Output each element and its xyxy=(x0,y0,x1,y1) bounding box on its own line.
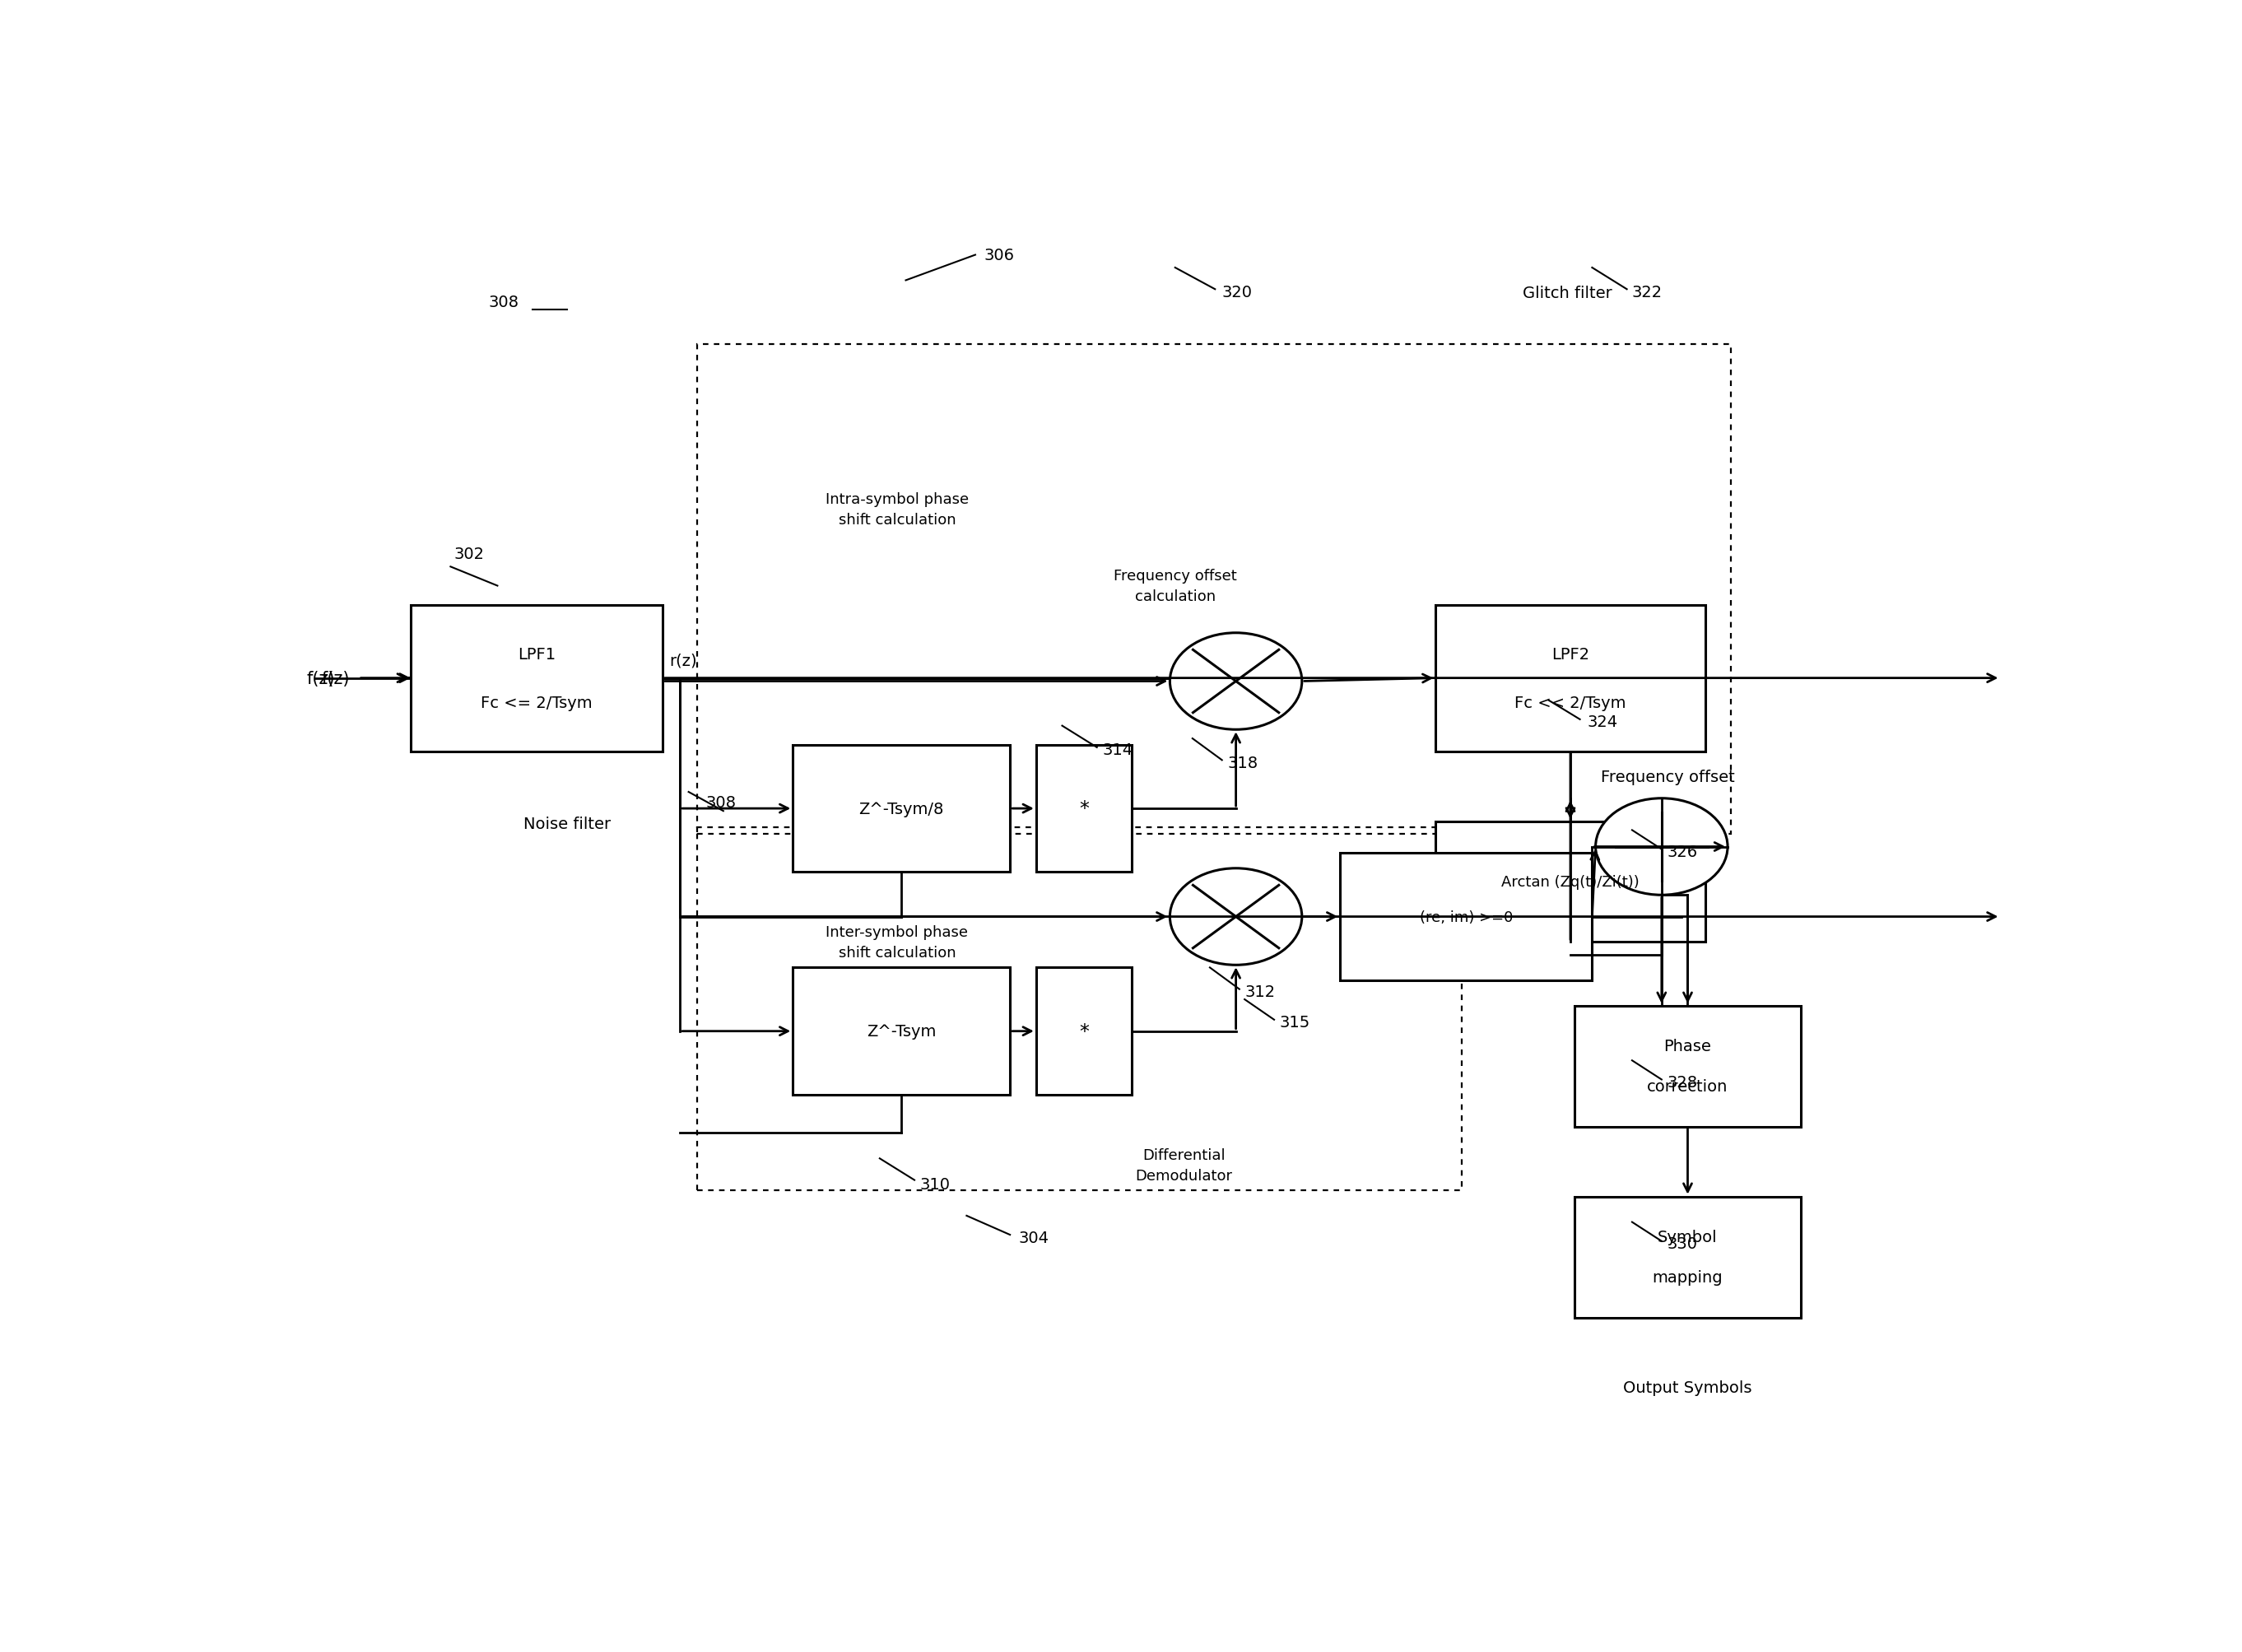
Bar xyxy=(1036,968,1132,1095)
Text: Symbol: Symbol xyxy=(1657,1229,1717,1246)
Text: 310: 310 xyxy=(919,1176,951,1191)
Text: Output Symbols: Output Symbols xyxy=(1623,1379,1751,1396)
Text: Arctan (Zq(t)/Zi(t)): Arctan (Zq(t)/Zi(t)) xyxy=(1502,874,1639,889)
Text: Z^-Tsym: Z^-Tsym xyxy=(868,1024,937,1039)
Text: 320: 320 xyxy=(1222,284,1253,301)
Text: 318: 318 xyxy=(1226,755,1258,771)
Text: 308: 308 xyxy=(706,795,735,809)
Text: 302: 302 xyxy=(453,547,484,562)
Text: Frequency offset: Frequency offset xyxy=(1601,770,1735,785)
Text: *: * xyxy=(1078,800,1090,819)
Bar xyxy=(1341,854,1592,981)
Text: Phase: Phase xyxy=(1664,1039,1711,1054)
Text: LPF2: LPF2 xyxy=(1551,646,1590,662)
Text: f(z): f(z) xyxy=(321,671,350,687)
Bar xyxy=(1574,1196,1800,1318)
Circle shape xyxy=(1170,633,1303,730)
Circle shape xyxy=(1596,798,1729,895)
Text: 308: 308 xyxy=(489,294,520,311)
Text: 322: 322 xyxy=(1632,284,1664,301)
Text: 324: 324 xyxy=(1587,715,1616,730)
Bar xyxy=(794,968,1009,1095)
Bar xyxy=(697,828,1462,1191)
Text: LPF1: LPF1 xyxy=(518,646,556,662)
Text: Fc <= 2/Tsym: Fc <= 2/Tsym xyxy=(480,695,592,710)
Text: Differential
Demodulator: Differential Demodulator xyxy=(1134,1146,1233,1183)
Text: 315: 315 xyxy=(1280,1014,1309,1031)
Text: (re, im) >=0: (re, im) >=0 xyxy=(1419,910,1513,925)
Text: *: * xyxy=(1078,1021,1090,1041)
Text: f(z): f(z) xyxy=(307,671,334,687)
Text: Intra-symbol phase
shift calculation: Intra-symbol phase shift calculation xyxy=(825,492,969,527)
Text: 314: 314 xyxy=(1103,742,1132,758)
Text: 328: 328 xyxy=(1666,1074,1697,1090)
Text: Frequency offset
calculation: Frequency offset calculation xyxy=(1114,568,1238,605)
Text: 330: 330 xyxy=(1666,1236,1697,1252)
Text: 312: 312 xyxy=(1244,985,1276,999)
Text: correction: correction xyxy=(1648,1079,1729,1094)
Text: 306: 306 xyxy=(984,248,1013,263)
Bar xyxy=(1036,745,1132,872)
Bar xyxy=(794,745,1009,872)
Bar xyxy=(1435,821,1704,942)
Text: Fc << 2/Tsym: Fc << 2/Tsym xyxy=(1516,695,1625,710)
Text: mapping: mapping xyxy=(1652,1269,1722,1285)
Text: 326: 326 xyxy=(1666,844,1697,861)
Bar xyxy=(1574,1006,1800,1127)
Text: 304: 304 xyxy=(1018,1229,1049,1246)
Circle shape xyxy=(1170,869,1303,965)
Bar xyxy=(1435,605,1704,752)
Text: Glitch filter: Glitch filter xyxy=(1522,286,1612,301)
Text: r(z): r(z) xyxy=(670,653,697,669)
Text: Noise filter: Noise filter xyxy=(522,816,610,833)
Text: Inter-symbol phase
shift calculation: Inter-symbol phase shift calculation xyxy=(825,925,969,960)
Bar xyxy=(697,345,1731,834)
Bar xyxy=(410,605,661,752)
Text: Z^-Tsym/8: Z^-Tsym/8 xyxy=(859,801,944,816)
